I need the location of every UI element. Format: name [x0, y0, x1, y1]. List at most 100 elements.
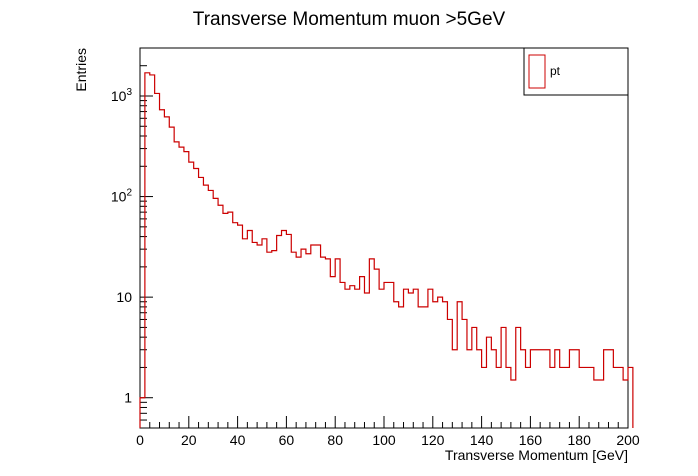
histogram-bin — [257, 245, 262, 428]
histogram-bin — [418, 307, 423, 428]
x-tick-label: 0 — [136, 432, 144, 448]
histogram-bin — [316, 245, 321, 428]
histogram-bin — [208, 190, 213, 428]
histogram-bin — [321, 257, 326, 428]
histogram-bin — [613, 367, 618, 428]
histogram-bin — [218, 205, 223, 428]
y-tick-label: 1 — [124, 390, 132, 406]
histogram-bin — [267, 252, 272, 428]
x-tick-label: 60 — [279, 432, 295, 448]
histogram-bin — [213, 198, 218, 428]
histogram-bin — [247, 230, 252, 428]
histogram-bin — [140, 398, 145, 428]
x-tick-label: 40 — [230, 432, 246, 448]
histogram-bin — [194, 169, 199, 428]
x-tick-label: 120 — [421, 432, 445, 448]
histogram-bin — [423, 307, 428, 428]
histogram-bin — [262, 239, 267, 428]
histogram-bin — [404, 289, 409, 428]
histogram-bin — [238, 225, 243, 428]
legend-label-pt: pt — [550, 64, 561, 78]
histogram-bin — [608, 350, 613, 428]
histogram-bin — [408, 293, 413, 428]
histogram-bin — [472, 327, 477, 428]
histogram-bin — [155, 93, 160, 428]
histogram-bin — [350, 286, 355, 428]
histogram-bin — [364, 293, 369, 428]
histogram-bin — [569, 350, 574, 428]
x-tick-label: 200 — [616, 432, 640, 448]
y-axis-ticks: 1 10 102 103 — [111, 47, 153, 429]
histogram-bin — [555, 350, 560, 428]
x-axis-label: Transverse Momentum [GeV] — [445, 447, 628, 463]
histogram-bin — [467, 350, 472, 428]
histogram-bin — [491, 350, 496, 428]
histogram-bin — [199, 177, 204, 428]
histogram-bin — [223, 213, 228, 428]
histogram-bin — [242, 239, 247, 428]
histogram-bin — [252, 242, 257, 428]
x-tick-label: 140 — [470, 432, 494, 448]
y-axis-label: Entries — [73, 48, 89, 92]
histogram-bin — [379, 289, 384, 428]
histogram-bin — [325, 259, 330, 428]
histogram-bin — [521, 350, 526, 428]
histogram-bin — [516, 327, 521, 428]
x-tick-label: 20 — [181, 432, 197, 448]
histogram-bin — [174, 142, 179, 428]
histogram-bin — [384, 282, 389, 428]
histogram-bin — [550, 367, 555, 428]
histogram-bin — [286, 234, 291, 428]
histogram-bin — [306, 254, 311, 428]
histogram-bin — [496, 367, 501, 428]
legend-box: pt — [523, 47, 629, 96]
histogram-bin — [233, 223, 238, 428]
histogram-bin — [428, 289, 433, 428]
y-tick-label: 102 — [111, 188, 133, 205]
y-tick-label: 103 — [111, 87, 133, 104]
histogram-bin — [340, 282, 345, 428]
histogram-bin — [618, 367, 623, 428]
histogram-bin — [462, 319, 467, 428]
histogram-bin — [301, 249, 306, 428]
histogram-bin — [526, 367, 531, 428]
histogram-bin — [389, 282, 394, 428]
histogram-bin — [179, 147, 184, 428]
histogram-bin — [296, 257, 301, 428]
histogram-bin — [291, 252, 296, 428]
x-tick-label: 180 — [568, 432, 592, 448]
histogram-bin — [189, 162, 194, 428]
y-tick-label: 10 — [116, 289, 132, 305]
histogram-bin — [565, 367, 570, 428]
histogram-bin — [272, 251, 277, 428]
histogram-bin — [477, 350, 482, 428]
histogram-bin — [369, 259, 374, 428]
histogram-bin — [511, 380, 516, 428]
histogram-bin — [345, 289, 350, 428]
x-axis-ticks: 0 20 40 60 80 100 120 140 160 180 200 — [136, 416, 640, 448]
histogram-bin — [452, 350, 457, 428]
histogram-bin — [399, 307, 404, 428]
histogram-bin — [311, 245, 316, 428]
histogram-bin — [355, 289, 360, 428]
histogram-bin — [594, 380, 599, 428]
histogram-bin — [486, 337, 491, 428]
histogram-bin — [574, 350, 579, 428]
histogram-bin — [335, 259, 340, 428]
histogram-bin — [184, 152, 189, 428]
histogram-bin — [160, 110, 165, 428]
chart-title: Transverse Momentum muon >5GeV — [193, 9, 506, 30]
histogram-bin — [545, 350, 550, 428]
histogram-series-pt — [139, 72, 634, 428]
histogram-bin — [145, 73, 150, 428]
histogram-bin — [394, 302, 399, 428]
histogram-bin — [604, 350, 609, 428]
histogram-bin — [628, 367, 633, 428]
histogram-bin — [579, 367, 584, 428]
histogram-bin — [330, 277, 335, 428]
histogram-bin — [623, 380, 628, 428]
histogram-bin — [506, 367, 511, 428]
histogram-layer — [139, 72, 634, 428]
histogram-bin — [530, 350, 535, 428]
x-tick-label: 80 — [327, 432, 343, 448]
